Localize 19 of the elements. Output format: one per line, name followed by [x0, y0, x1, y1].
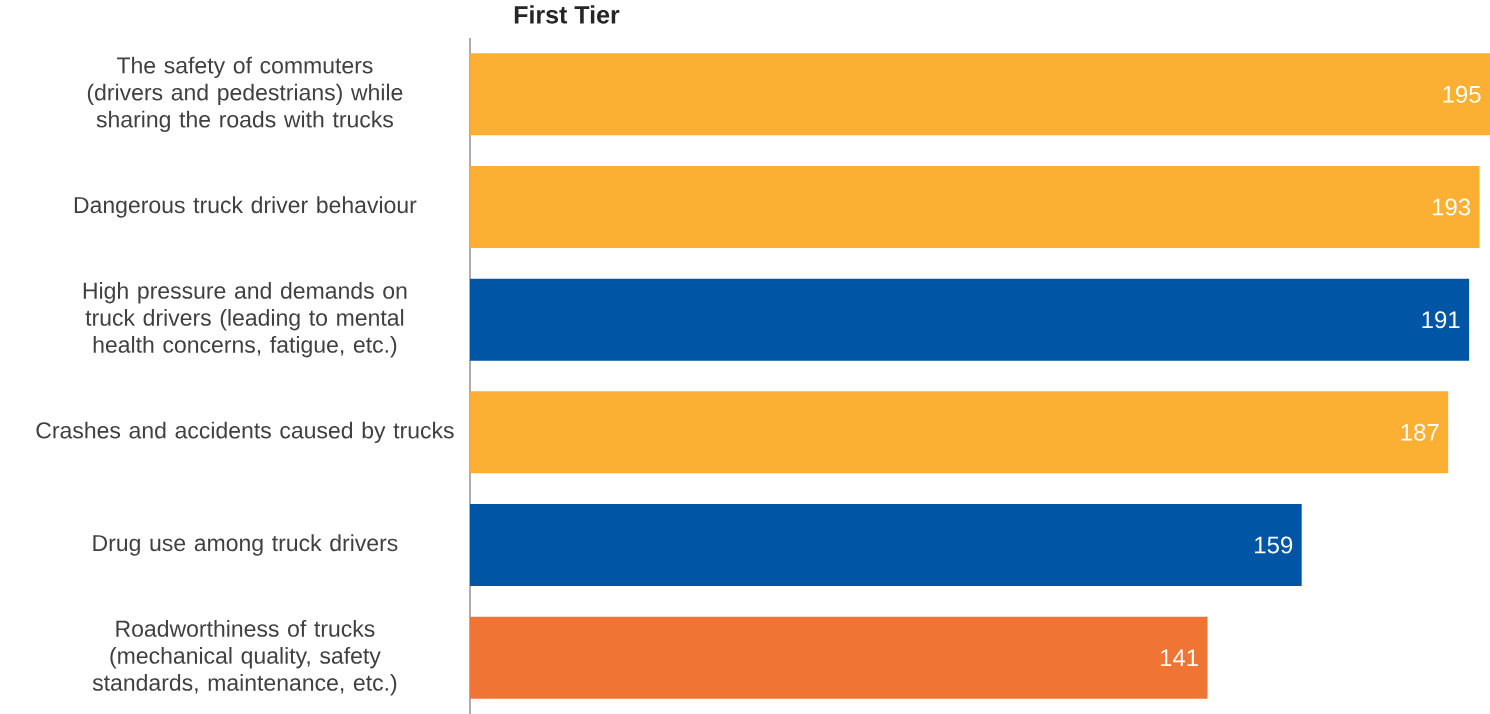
data-label: 187	[1401, 423, 1439, 441]
data-label: 191	[1422, 311, 1460, 329]
data-label: 159	[1255, 536, 1293, 554]
data-label: 193	[1432, 198, 1471, 216]
bar	[470, 616, 1208, 699]
chart-title: First Tier	[514, 5, 620, 24]
y-tick-label: Crashes and accidents caused by trucks	[36, 421, 454, 444]
y-tick-label: Drug use among truck drivers	[93, 534, 398, 556]
y-tick-label: The safety of commuters (drivers and pedestrians) while sharing the roads with trucks	[87, 56, 403, 133]
data-label: 195	[1443, 85, 1481, 103]
y-tick-label: Roadworthiness of trucks (mechanical quality, safety standards, maintenance, etc.)	[92, 619, 397, 696]
data-label: 141	[1160, 649, 1198, 666]
y-tick-label: Dangerous truck driver behaviour	[74, 196, 417, 218]
bar	[470, 278, 1470, 361]
bar	[470, 391, 1449, 474]
y-tick-label: High pressure and demands on truck drivers (leading to mental health concerns, fatigue, etc.)	[83, 281, 407, 358]
bar	[470, 504, 1302, 587]
bar	[470, 166, 1480, 249]
bar	[470, 53, 1490, 136]
